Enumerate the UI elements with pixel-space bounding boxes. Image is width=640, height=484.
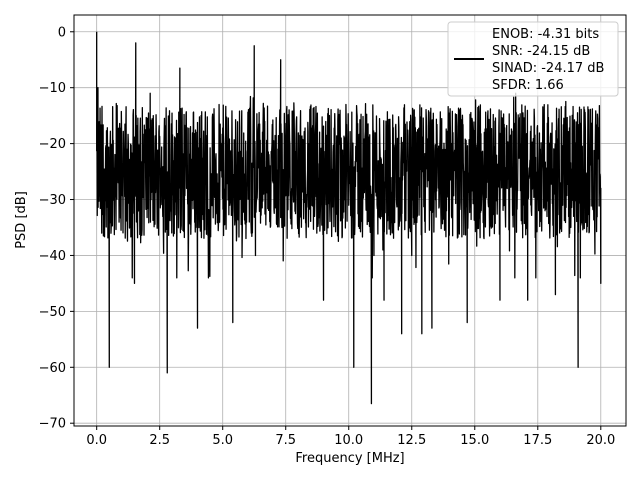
- axis-ticks: 0.0 2.5 5.0 7.5 10.0 12.5 15.0 17.5 20.0 0 −10 −20 −…: [39, 25, 616, 448]
- y-tick-label: 0: [58, 25, 66, 40]
- y-axis-label: PSD [dB]: [14, 191, 29, 249]
- y-tick-label: −30: [39, 193, 66, 208]
- x-tick-label: 7.5: [275, 433, 296, 448]
- x-tick-label: 12.5: [397, 433, 426, 448]
- x-tick-label: 15.0: [460, 433, 489, 448]
- y-tick-label: −50: [39, 305, 66, 320]
- psd-line: [96, 31, 602, 405]
- legend-entry-sfdr: SFDR: 1.66: [492, 78, 564, 93]
- legend-entry-snr: SNR: -24.15 dB: [492, 44, 590, 59]
- x-tick-label: 20.0: [586, 433, 615, 448]
- y-tick-label: −40: [39, 249, 66, 264]
- legend-entry-sinad: SINAD: -24.17 dB: [492, 61, 604, 76]
- x-axis-label: Frequency [MHz]: [295, 451, 404, 466]
- y-tick-label: −60: [39, 361, 66, 376]
- x-tick-label: 17.5: [523, 433, 552, 448]
- legend: ENOB: -4.31 bits SNR: -24.15 dB SINAD: -…: [447, 21, 619, 97]
- x-tick-label: 2.5: [149, 433, 170, 448]
- legend-box: [447, 21, 619, 97]
- y-tick-label: −10: [39, 81, 66, 96]
- y-tick-label: −20: [39, 137, 66, 152]
- psd-series: [96, 31, 602, 405]
- y-tick-label: −70: [39, 417, 66, 432]
- legend-entry-enob: ENOB: -4.31 bits: [492, 27, 599, 42]
- x-tick-label: 5.0: [212, 433, 233, 448]
- x-tick-label: 0.0: [86, 433, 107, 448]
- x-tick-label: 10.0: [334, 433, 363, 448]
- plot-frame: [73, 14, 627, 427]
